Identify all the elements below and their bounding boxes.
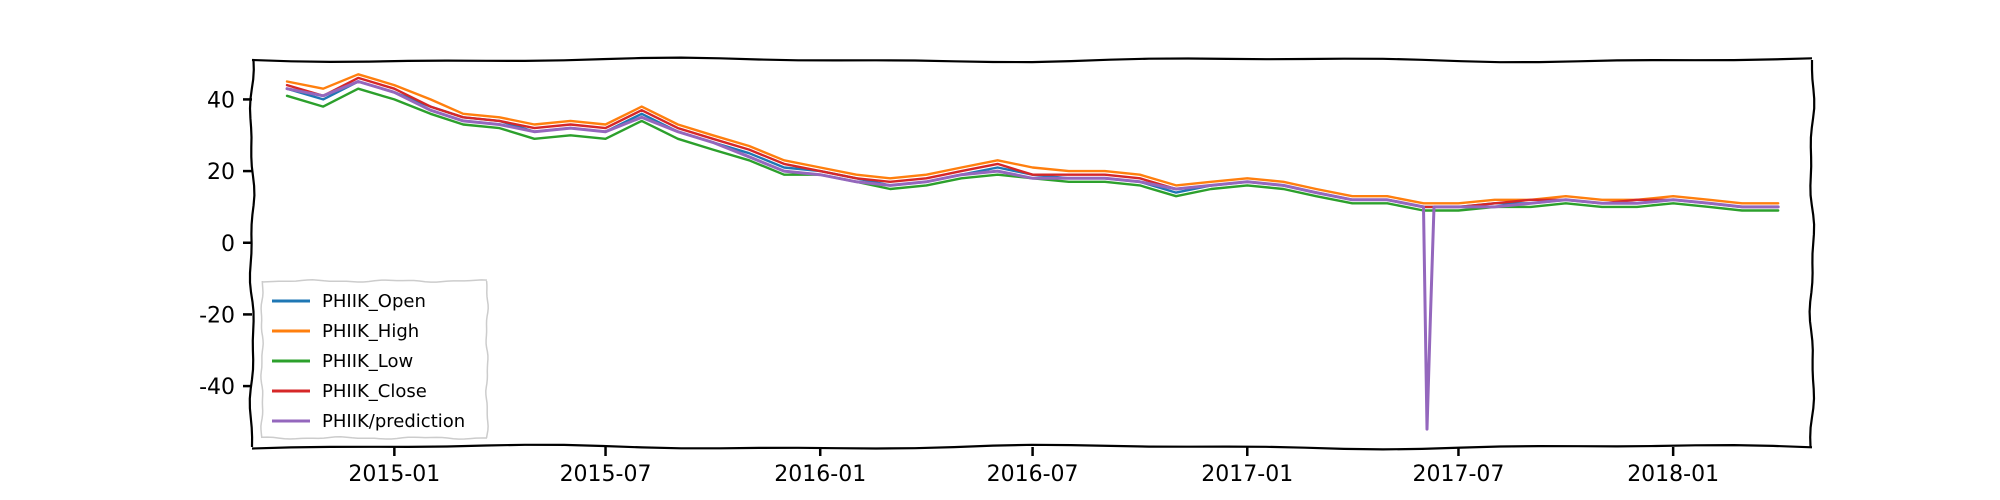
frame-edge — [1808, 60, 1816, 448]
y-tick-label: -40 — [199, 375, 235, 400]
y-tick-label: 0 — [221, 232, 235, 257]
legend-label: PHIIK_Open — [322, 291, 426, 312]
legend-item: PHIIK_Low — [272, 351, 413, 372]
series-line-phiik-close — [285, 76, 1780, 209]
x-axis: 2015-01 2015-07 2016-01 2016-07 2017-01 2017-… — [348, 447, 1719, 487]
series-line-phiik-prediction — [285, 80, 1780, 431]
y-tick-label: 20 — [207, 160, 235, 185]
x-tick-label: 2016-01 — [774, 462, 866, 487]
frame-edge — [251, 56, 1813, 64]
x-tick-label: 2018-01 — [1627, 462, 1719, 487]
x-tick-label: 2015-01 — [348, 462, 440, 487]
x-tick-label: 2015-07 — [560, 462, 652, 487]
legend-label: PHIIK/prediction — [322, 411, 465, 432]
x-tick-label: 2017-07 — [1413, 462, 1505, 487]
legend-label: PHIIK_Low — [322, 351, 413, 372]
legend-item: PHIIK_Close — [272, 381, 427, 402]
legend: PHIIK_Open PHIIK_High PHIIK_Low PHIIK_Close… — [260, 279, 489, 440]
legend-box — [260, 279, 489, 440]
legend-item: PHIIK_Open — [272, 291, 426, 312]
legend-label: PHIIK_High — [322, 321, 419, 342]
plot-frame — [248, 56, 1816, 451]
series-line-phiik-open — [285, 80, 1780, 209]
series-lines — [285, 73, 1780, 431]
x-tick-label: 2016-07 — [987, 462, 1079, 487]
frame-edge — [251, 443, 1813, 451]
frame-edge — [248, 59, 256, 448]
legend-label: PHIIK_Close — [322, 381, 427, 402]
y-axis: 40 20 0 -20 -40 — [199, 88, 252, 400]
y-tick-label: 40 — [207, 88, 235, 113]
y-tick-label: -20 — [199, 303, 235, 328]
legend-item: PHIIK/prediction — [272, 411, 465, 432]
series-line-phiik-low — [285, 87, 1780, 212]
legend-item: PHIIK_High — [272, 321, 419, 342]
x-tick-label: 2017-01 — [1201, 462, 1293, 487]
series-line-phiik-high — [285, 73, 1780, 205]
